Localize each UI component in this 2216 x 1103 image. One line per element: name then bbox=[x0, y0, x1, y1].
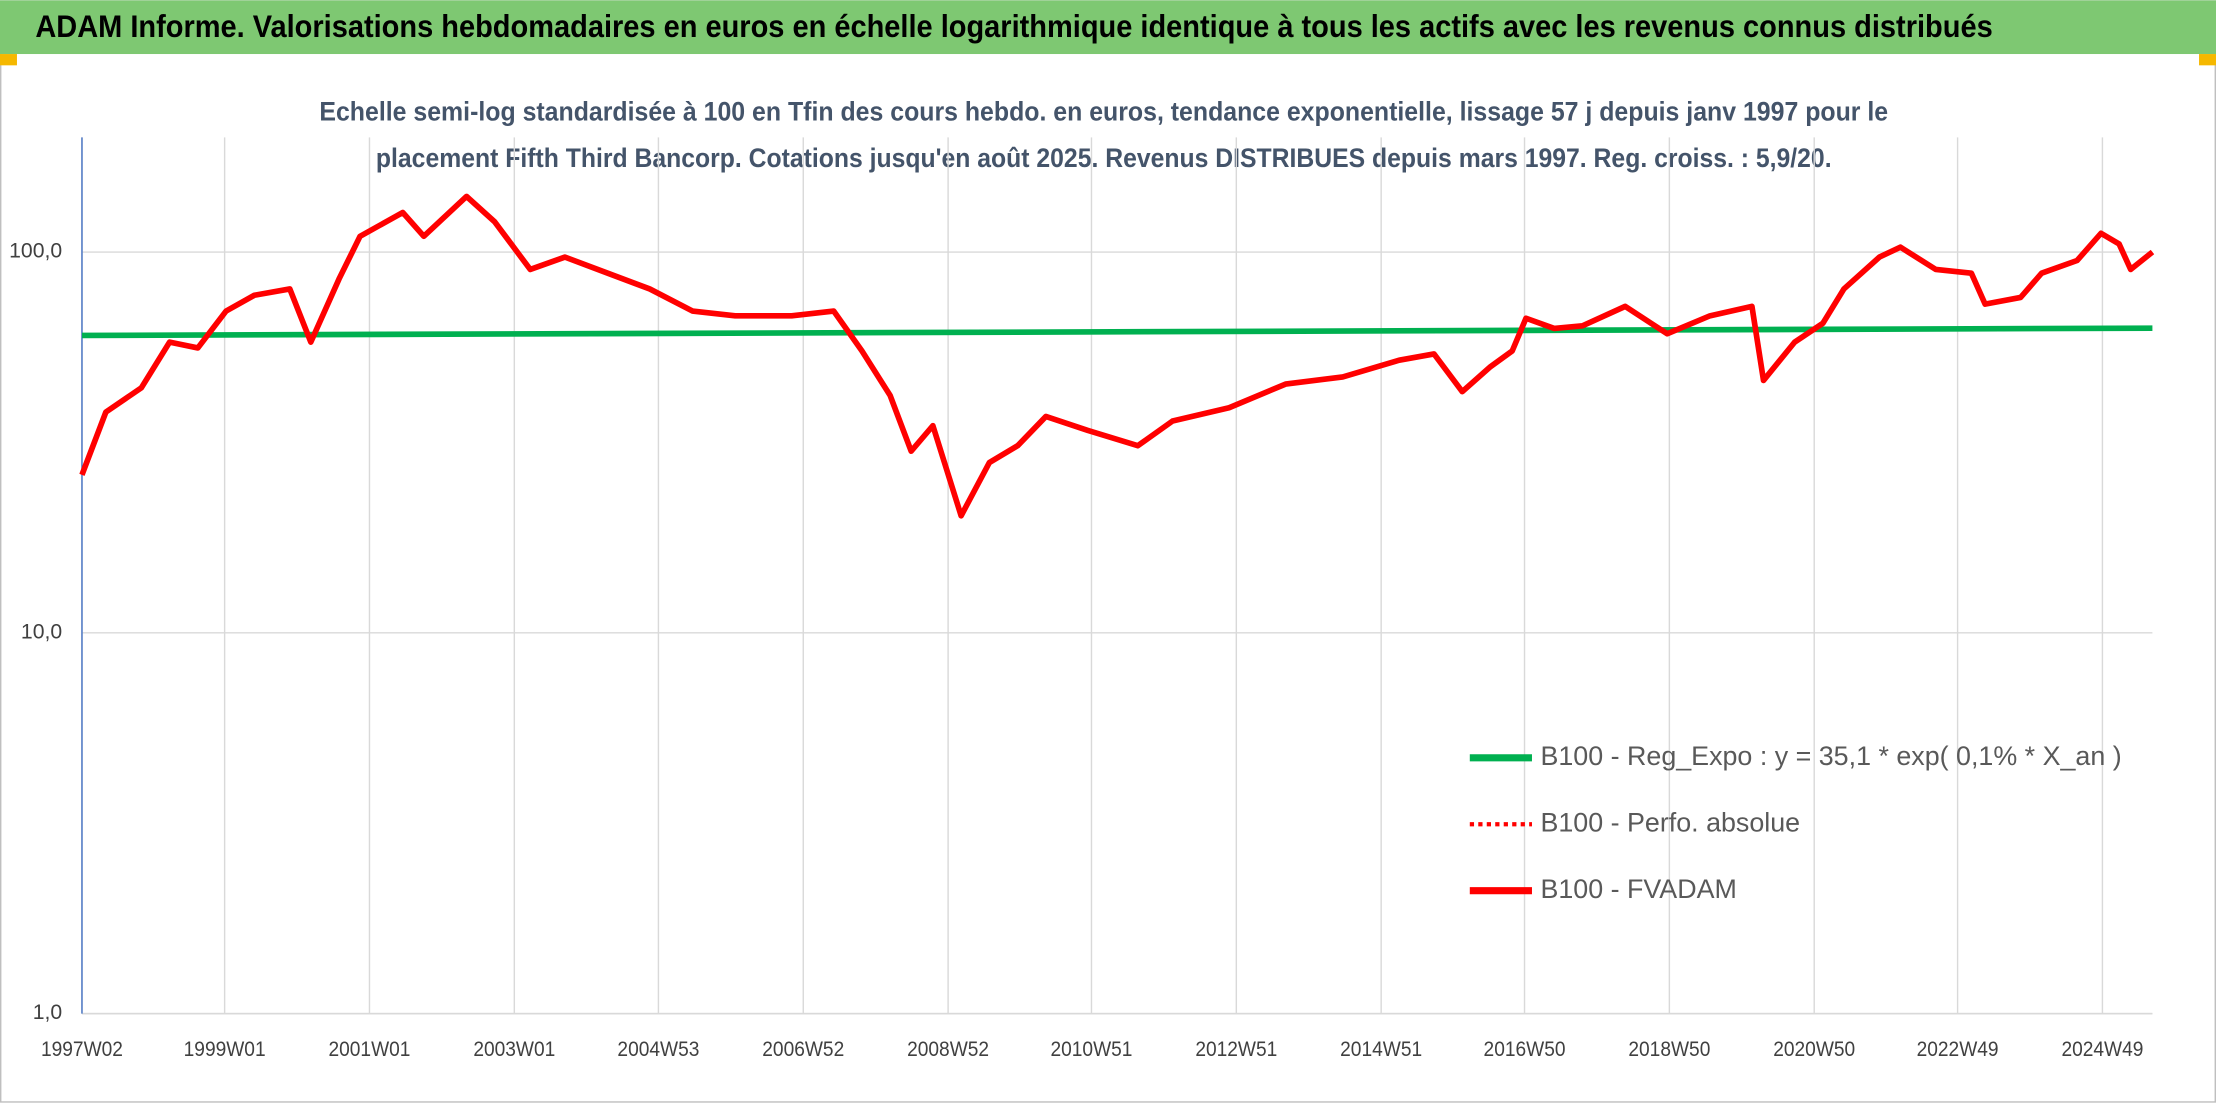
x-tick-label: 2001W01 bbox=[328, 1038, 410, 1061]
grid: 1,0 10,0 100,0 1997W02 1999W01 2001W01 2003W01… bbox=[9, 137, 2153, 1061]
y-tick-label: 100,0 bbox=[9, 240, 62, 263]
x-tick-label: 2006W52 bbox=[762, 1038, 844, 1061]
x-tick-label: 2022W49 bbox=[1917, 1038, 1999, 1061]
x-tick-label: 2004W53 bbox=[617, 1038, 699, 1061]
legend-label: B100 - Reg_Expo : y = 35,1 * exp( 0,1% *… bbox=[1540, 741, 2121, 771]
x-tick-label: 2003W01 bbox=[473, 1038, 555, 1061]
x-tick-label: 1997W02 bbox=[41, 1038, 123, 1061]
chart-subtitle: placement Fifth Third Bancorp. Cotations… bbox=[376, 143, 1832, 173]
x-tick-label: 2010W51 bbox=[1050, 1038, 1132, 1061]
chart-subtitle: Echelle semi-log standardisée à 100 en T… bbox=[319, 96, 1888, 126]
y-tick-label: 10,0 bbox=[21, 620, 62, 643]
chart-title: ADAM Informe. Valorisations hebdomadaire… bbox=[35, 9, 1992, 44]
header-bar bbox=[0, 0, 2216, 55]
x-tick-label: 2014W51 bbox=[1340, 1038, 1422, 1061]
legend-label: B100 - Perfo. absolue bbox=[1540, 807, 1800, 837]
x-tick-label: 2018W50 bbox=[1628, 1038, 1710, 1061]
legend: B100 - Reg_Expo : y = 35,1 * exp( 0,1% *… bbox=[1469, 741, 2122, 904]
x-tick-label: 2008W52 bbox=[907, 1038, 989, 1061]
series-line bbox=[79, 193, 2155, 519]
corner-mark bbox=[2199, 54, 2216, 66]
legend-label: B100 - FVADAM bbox=[1540, 874, 1736, 904]
plot-area bbox=[79, 193, 2155, 519]
x-tick-label: 1999W01 bbox=[184, 1038, 266, 1061]
y-tick-label: 1,0 bbox=[33, 1001, 62, 1024]
x-tick-label: 2016W50 bbox=[1484, 1038, 1566, 1061]
x-tick-label: 2012W51 bbox=[1195, 1038, 1277, 1061]
x-tick-label: 2020W50 bbox=[1773, 1038, 1855, 1061]
x-tick-label: 2024W49 bbox=[2061, 1038, 2143, 1061]
series-line bbox=[81, 325, 2153, 339]
corner-mark bbox=[0, 54, 17, 66]
